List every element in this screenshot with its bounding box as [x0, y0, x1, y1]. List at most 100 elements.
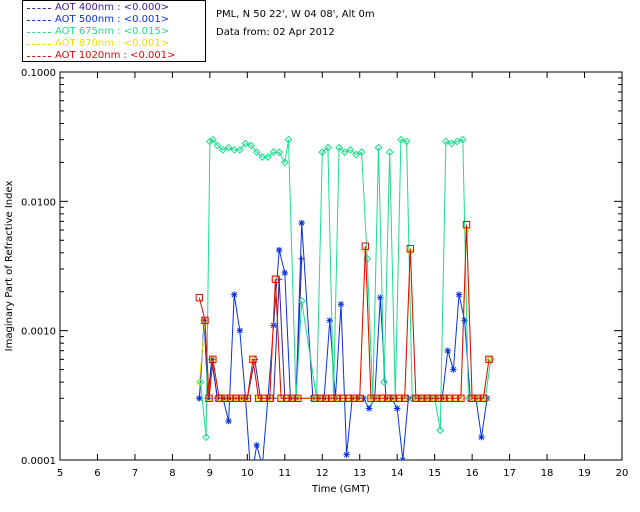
series-aot-870nm	[196, 227, 492, 402]
data-point	[326, 317, 333, 324]
data-point	[275, 148, 284, 157]
y-tick-label: 0.0010	[21, 327, 56, 338]
data-point	[230, 145, 239, 154]
data-point	[208, 135, 217, 144]
legend-entry: AOT 870nm : <0.001>	[25, 38, 205, 50]
y-tick-label: 0.1000	[21, 68, 56, 79]
data-point	[378, 394, 386, 402]
x-tick-label: 7	[132, 468, 138, 479]
data-point	[434, 394, 443, 402]
data-point	[322, 394, 330, 402]
data-point	[208, 356, 215, 363]
data-point	[445, 394, 454, 402]
data-point	[259, 463, 265, 469]
legend-entry: AOT 400nm : <0.000>	[25, 2, 205, 14]
data-point	[260, 394, 268, 402]
data-point	[225, 417, 232, 425]
data-point	[478, 434, 485, 441]
data-point	[231, 291, 238, 298]
data-point	[360, 395, 367, 402]
data-point	[280, 158, 289, 167]
data-point	[266, 394, 274, 402]
x-tick-label: 5	[57, 468, 63, 479]
data-point	[444, 347, 451, 354]
data-point	[395, 394, 403, 402]
data-point	[252, 148, 261, 157]
legend-label: AOT 400nm : <0.000>	[55, 2, 170, 13]
plot-frame	[59, 71, 623, 461]
data-point	[436, 426, 445, 435]
data-point	[417, 394, 426, 402]
data-point	[365, 405, 373, 412]
data-point	[213, 141, 222, 150]
legend-label: AOT 675nm : <0.015>	[55, 26, 170, 37]
data-point	[339, 394, 347, 402]
x-tick-label: 14	[391, 468, 404, 479]
data-point	[356, 394, 364, 402]
data-point	[394, 405, 401, 412]
data-point	[214, 395, 221, 402]
data-point	[399, 456, 407, 460]
data-point	[343, 451, 350, 458]
legend-entry: AOT 500nm : <0.001>	[25, 14, 205, 26]
data-point	[264, 153, 272, 161]
data-point	[323, 143, 332, 152]
x-tick-label: 20	[616, 468, 629, 479]
data-point	[282, 394, 291, 402]
data-point	[485, 355, 493, 364]
y-axis-label: Imaginary Part of Refractive Index	[4, 181, 15, 352]
data-point	[400, 394, 409, 402]
y-tick-label: 0.0001	[21, 456, 56, 467]
data-point	[201, 316, 209, 325]
x-tick-label: 18	[541, 468, 554, 479]
data-point	[367, 394, 375, 402]
site-info: PML, N 50 22', W 04 08', Alt 0m Data fro…	[216, 6, 375, 42]
data-point	[219, 145, 227, 154]
data-point	[458, 135, 467, 144]
x-axis-label: Time (GMT)	[311, 484, 370, 495]
data-point	[196, 395, 203, 402]
data-point	[453, 137, 462, 146]
legend-swatch	[27, 44, 51, 45]
data-point	[201, 317, 208, 324]
data-point	[350, 394, 358, 402]
data-point	[408, 394, 417, 403]
data-point	[226, 394, 235, 402]
data-point	[258, 153, 267, 161]
legend-swatch	[27, 20, 51, 21]
data-point	[451, 394, 459, 402]
legend-label: AOT 500nm : <0.001>	[55, 14, 170, 25]
data-point	[440, 394, 448, 402]
data-point	[462, 220, 471, 229]
data-point	[235, 145, 244, 154]
data-point	[479, 394, 488, 402]
data-point	[271, 275, 280, 283]
data-point	[352, 150, 360, 159]
data-point	[281, 269, 288, 277]
data-point	[461, 317, 468, 324]
x-tick-label: 17	[503, 468, 516, 479]
data-point	[236, 327, 244, 334]
data-point	[241, 139, 250, 148]
data-point	[357, 148, 366, 157]
data-point	[277, 394, 285, 402]
data-point	[327, 394, 336, 402]
legend-entry: AOT 1020nm : <0.001>	[25, 50, 205, 62]
data-point	[380, 378, 388, 387]
x-tick-label: 15	[428, 468, 441, 479]
data-point	[284, 135, 293, 144]
data-date: Data from: 02 Apr 2012	[216, 27, 335, 38]
data-point	[340, 148, 349, 157]
x-tick-label: 19	[578, 468, 591, 479]
data-point	[195, 293, 204, 302]
data-point	[202, 433, 211, 442]
x-tick-label: 6	[94, 468, 100, 479]
data-point	[372, 394, 381, 402]
data-point	[247, 141, 255, 150]
data-point	[318, 148, 327, 157]
data-point	[215, 394, 223, 402]
data-point	[337, 301, 345, 308]
data-point	[297, 296, 306, 305]
series-aot-1020nm	[195, 220, 493, 402]
